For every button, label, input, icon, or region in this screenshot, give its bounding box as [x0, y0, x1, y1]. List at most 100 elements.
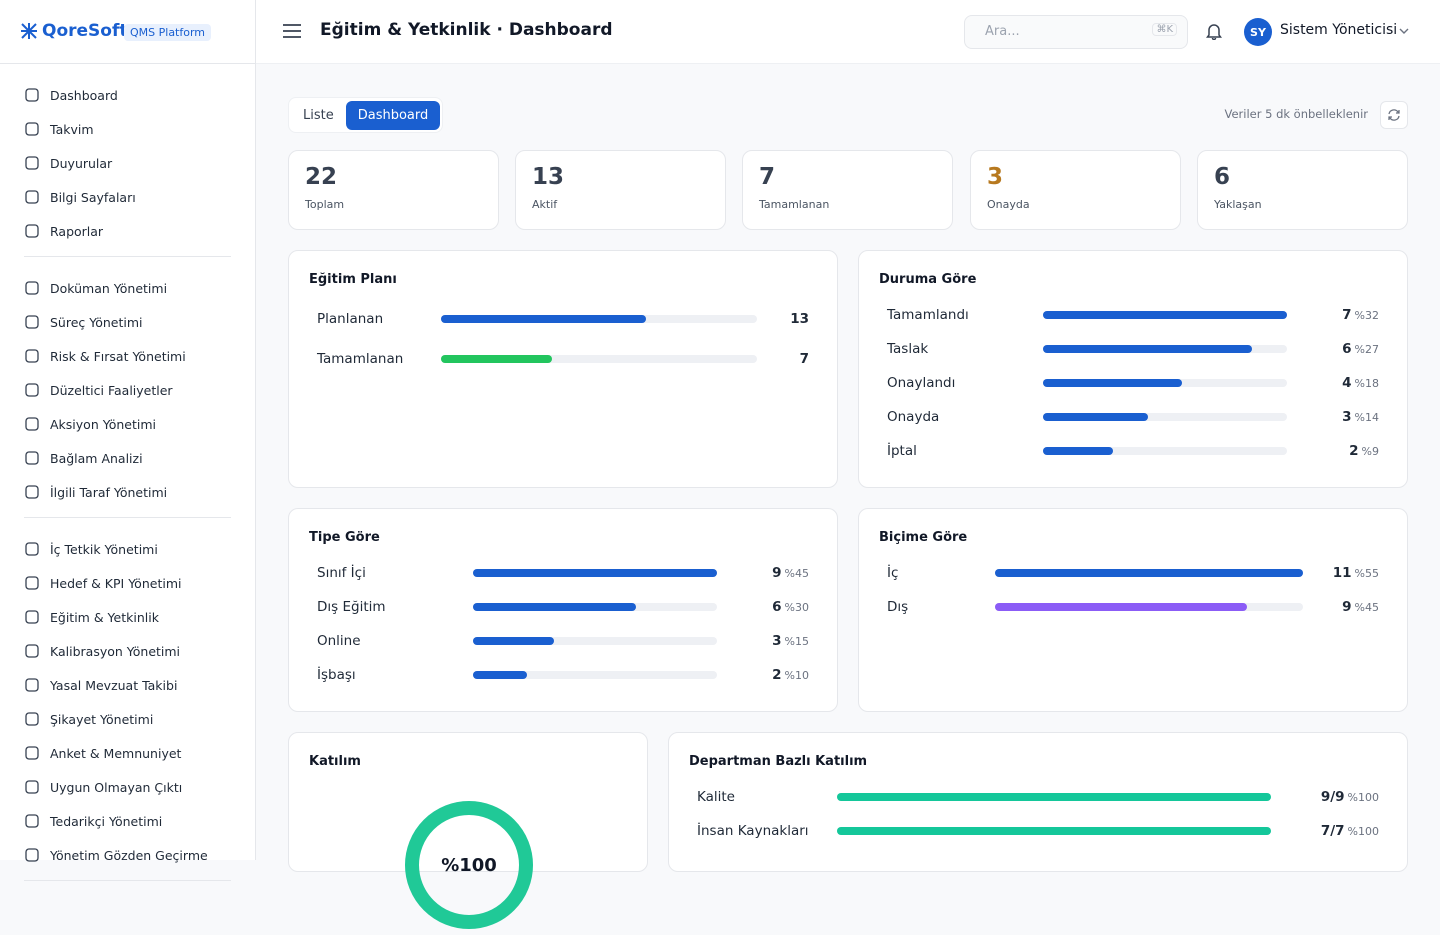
tab[interactable]: Liste [303, 107, 334, 123]
logo[interactable]: QoreSoft [20, 21, 128, 41]
nav-icon [25, 485, 39, 499]
bar-row: Onayda 3 %14 [887, 407, 1379, 427]
nav-item[interactable]: Aksiyon Yönetimi [24, 407, 231, 441]
nav-label: Hedef & KPI Yönetimi [50, 575, 182, 591]
count: 3 [1342, 409, 1352, 425]
row-value: 11 %55 [1303, 565, 1379, 581]
percent: %10 [784, 669, 809, 682]
count: 4 [1342, 375, 1352, 391]
bar-track [1043, 413, 1287, 421]
nav-item[interactable]: Eğitim & Yetkinlik [24, 600, 231, 634]
panel-title: Duruma Göre [879, 272, 977, 287]
nav-icon [25, 122, 39, 136]
user-chevron[interactable] [1399, 28, 1409, 36]
nav-icon [25, 190, 39, 204]
panel: Biçime Göre İç 11 %55 Dış 9 %45 [858, 508, 1408, 712]
donut-label: %100 [441, 855, 497, 876]
page-title: Eğitim & Yetkinlik · Dashboard [320, 20, 613, 40]
row-label: Kalite [697, 789, 735, 805]
nav-icon [25, 576, 39, 590]
nav-item[interactable]: Yönetim Gözden Geçirme [24, 838, 231, 872]
refresh-button[interactable] [1380, 101, 1408, 129]
bar-row: Taslak 6 %27 [887, 339, 1379, 359]
nav-label: Risk & Fırsat Yönetimi [50, 348, 186, 364]
stat-value: 22 [305, 164, 338, 190]
stat-card: 22 Toplam [288, 150, 499, 230]
bar-row: Tamamlandı 7 %32 [887, 305, 1379, 325]
bar-track [837, 827, 1271, 835]
nav-icon [25, 542, 39, 556]
nav-item[interactable]: İlgili Taraf Yönetimi [24, 475, 231, 509]
nav-label: Bilgi Sayfaları [50, 189, 136, 205]
bar [837, 793, 1271, 801]
row-label: İç [887, 565, 899, 581]
nav-item[interactable]: Takvim [24, 112, 231, 146]
donut: %100 [405, 801, 533, 929]
user-name[interactable]: Sistem Yöneticisi [1280, 22, 1398, 38]
nav-item[interactable]: Bağlam Analizi [24, 441, 231, 475]
bar-row: Dış Eğitim 6 %30 [317, 597, 809, 617]
count: 2 [772, 667, 782, 683]
bar [473, 569, 717, 577]
bar-row: Kalite 9/9 %100 [697, 787, 1379, 807]
nav-item[interactable]: Tedarikçi Yönetimi [24, 804, 231, 838]
header: Eğitim & Yetkinlik · Dashboard Ara... ⌘K … [256, 0, 1440, 64]
nav-item[interactable]: Yasal Mevzuat Takibi [24, 668, 231, 702]
nav-item[interactable]: Şikayet Yönetimi [24, 702, 231, 736]
view-tabs: Liste Dashboard [288, 97, 444, 133]
nav-item[interactable]: Uygun Olmayan Çıktı [24, 770, 231, 804]
menu-toggle[interactable] [283, 23, 301, 39]
nav-item[interactable]: Hedef & KPI Yönetimi [24, 566, 231, 600]
nav-item[interactable]: Düzeltici Faaliyetler [24, 373, 231, 407]
nav-label: Dashboard [50, 87, 118, 103]
stat-label: Yaklaşan [1214, 198, 1262, 211]
nav-item[interactable]: İç Tetkik Yönetimi [24, 532, 231, 566]
row-label: Tamamlanan [317, 351, 404, 367]
nav-icon [25, 451, 39, 465]
count: 9 [1342, 599, 1352, 615]
panel-title: Tipe Göre [309, 530, 380, 545]
nav-item[interactable]: Doküman Yönetimi [24, 271, 231, 305]
nav-icon [25, 417, 39, 431]
stat-label: Tamamlanan [759, 198, 830, 211]
search-box[interactable]: Ara... ⌘K [964, 15, 1188, 49]
nav-group: Dashboard Takvim Duyurular Bilgi Sayfaları R… [24, 78, 231, 257]
row-label: Dış Eğitim [317, 599, 386, 615]
bar [1043, 311, 1287, 319]
avatar[interactable]: SY [1244, 18, 1272, 46]
bar-track [1043, 345, 1287, 353]
percent: %15 [784, 635, 809, 648]
sidebar: QoreSoft QMS Platform Dashboard Takvim Duy… [0, 0, 256, 881]
row-value: 7 [757, 351, 809, 367]
nav-label: Uygun Olmayan Çıktı [50, 779, 183, 795]
nav-item[interactable]: Dashboard [24, 78, 231, 112]
bar [995, 603, 1247, 611]
row-value: 2 %9 [1287, 443, 1379, 459]
count: 6 [1342, 341, 1352, 357]
bar [1043, 379, 1183, 387]
nav-item[interactable]: Süreç Yönetimi [24, 305, 231, 339]
stat-value: 13 [532, 164, 565, 190]
panel-title: Biçime Göre [879, 530, 968, 545]
bar-track [473, 569, 717, 577]
nav-item[interactable]: Bilgi Sayfaları [24, 180, 231, 214]
nav-item[interactable]: Kalibrasyon Yönetimi [24, 634, 231, 668]
nav-item[interactable]: Anket & Memnuniyet [24, 736, 231, 770]
notifications[interactable] [1206, 22, 1222, 40]
tab[interactable]: Dashboard [345, 100, 441, 130]
row-value: 4 %18 [1287, 375, 1379, 391]
percent: %32 [1354, 309, 1379, 322]
bar [441, 355, 552, 363]
nav-item[interactable]: Risk & Fırsat Yönetimi [24, 339, 231, 373]
count: 9/9 [1320, 789, 1345, 805]
stat-card: 3 Onayda [970, 150, 1181, 230]
nav-icon [25, 644, 39, 658]
row-label: Sınıf İçi [317, 565, 366, 581]
nav-label: Şikayet Yönetimi [50, 711, 154, 727]
bar [473, 637, 555, 645]
nav-item[interactable]: Duyurular [24, 146, 231, 180]
nav-icon [25, 678, 39, 692]
bar-row: Planlanan 13 [317, 309, 809, 329]
nav-label: İç Tetkik Yönetimi [50, 541, 158, 557]
nav-item[interactable]: Raporlar [24, 214, 231, 248]
